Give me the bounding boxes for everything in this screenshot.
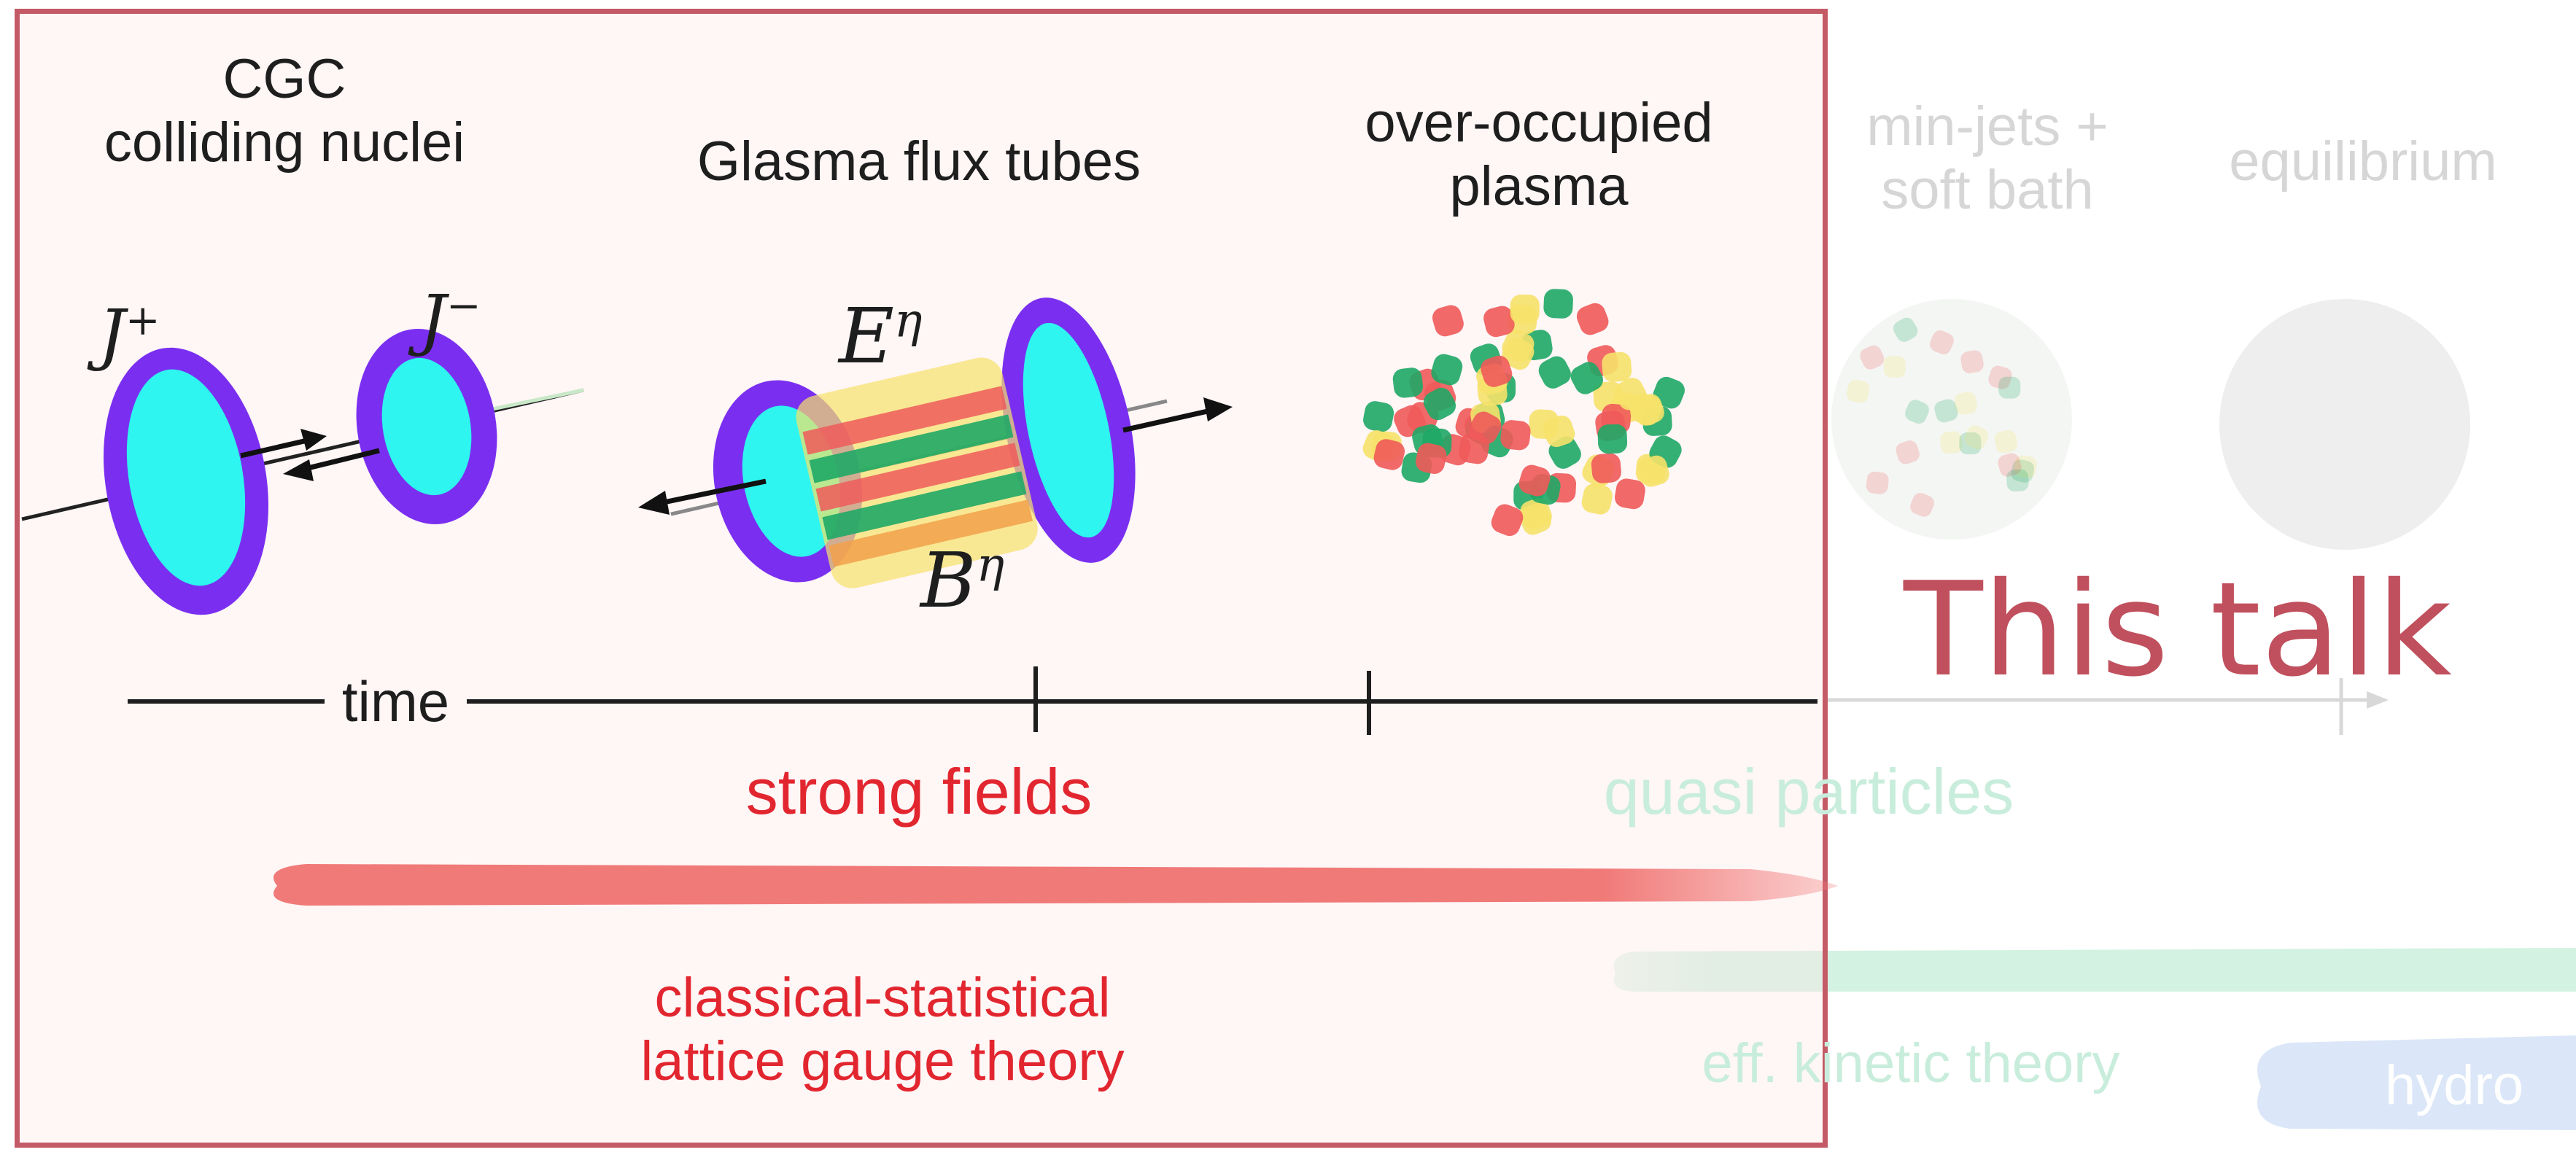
symbol-e-eta: Eη [839,292,923,381]
regime-classical-line2: lattice gauge theory [640,1030,1125,1093]
particle [1591,453,1621,483]
particle [1543,415,1575,448]
particle [1570,362,1603,394]
regime-hydro: hydro [2384,1054,2524,1116]
particle [1930,330,1954,355]
particle [1416,443,1447,474]
particle [1988,365,2012,389]
over-occupied-plasma-graphic [1362,289,1685,537]
regime-classical-statistical: classical-statistical lattice gauge theo… [554,966,1211,1094]
particle [1519,502,1551,535]
regime-classical-line1: classical-statistical [654,967,1111,1029]
strong-fields-band [273,864,1838,906]
faded-axis-arrowhead [2367,691,2389,709]
particle [1846,379,1870,403]
particle [1431,354,1463,386]
stage-over-occupied-line2: plasma [1449,155,1629,218]
particle [1866,471,1889,494]
arrow-left [298,448,380,473]
arrow-out-left [659,478,767,506]
stage-glasma: Glasma flux tubes [697,131,1141,192]
symbol-j-plus: J+ [98,295,160,373]
particle [1939,431,1963,454]
particle [1432,305,1464,337]
particle [1581,483,1613,515]
stage-cgc-line2: colliding nuclei [104,112,465,174]
particle [1637,455,1669,487]
particle [1510,295,1540,324]
particle [1502,330,1535,362]
particle [1883,355,1906,378]
particle [1653,376,1685,409]
particle [1373,439,1405,470]
time-axis-label: time [341,669,450,734]
particle [1998,453,2022,477]
colliding-nuclei-graphic [21,329,584,615]
particle [1597,424,1628,454]
equilibrium-blob [2219,299,2470,550]
particle [1998,376,2021,399]
particle [1934,399,1958,423]
stage-minijets: min-jets + soft bath [1780,95,2195,222]
particle [1964,425,1989,450]
particle [1423,387,1456,421]
particle [1910,492,1934,517]
arrow-right [240,436,314,459]
particle [1576,303,1609,335]
particle [1543,289,1573,319]
particle [1602,351,1632,382]
particle [1905,400,1929,424]
particle [2011,459,2035,483]
particle [1363,401,1394,432]
arrow-out-right [1122,408,1211,433]
stage-minijets-line1: min-jets + [1866,96,2108,157]
glasma-flux-tubes-graphic [638,297,1233,588]
stage-cgc-line1: CGC [222,48,346,110]
stage-over-occupied: over-occupied plasma [1284,91,1794,219]
this-talk-label: This talk [1904,554,2452,705]
symbol-j-minus: J− [419,281,481,359]
particle [1614,478,1645,510]
particle [1500,420,1531,451]
particle [1960,350,1984,373]
particle [1491,504,1524,537]
particle [1893,317,1918,342]
particle [1483,306,1515,338]
regime-strong-fields: strong fields [745,755,1093,828]
minijets-blob [1831,299,2072,540]
particle [1959,432,1982,455]
particle [1954,392,1978,415]
particle [1481,355,1513,387]
stage-minijets-line2: soft bath [1881,159,2094,222]
particle [1860,345,1885,370]
stage-over-occupied-line1: over-occupied [1365,92,1713,154]
symbol-b-eta: Bη [920,536,1005,625]
highlight-frame [15,9,1828,1148]
hydro-band [2257,1035,2576,1130]
particle [1459,433,1489,464]
particle [1518,464,1551,497]
particle [1896,440,1920,464]
particle [2014,455,2037,478]
particle [1994,429,2018,454]
stage-cgc: CGC colliding nuclei [58,47,511,175]
particle [1538,356,1571,389]
regime-kinetic-theory: eff. kinetic theory [1702,1032,2120,1094]
stage-equilibrium: equilibrium [2229,131,2497,192]
kinetic-theory-band [1613,948,2576,992]
regime-quasi-particles: quasi particles [1603,755,2014,828]
particle [1392,367,1424,398]
particle [1614,378,1647,411]
particle [2006,469,2029,492]
